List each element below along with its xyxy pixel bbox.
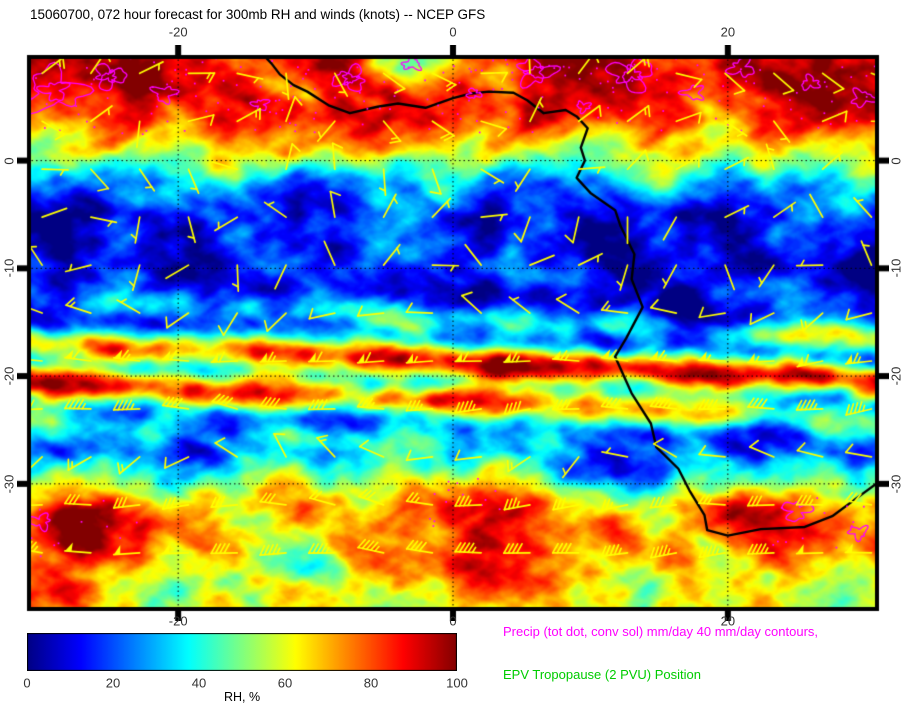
colorbar-tick-label: 20 — [105, 675, 121, 691]
lat-tick-label-right: -10 — [888, 258, 904, 278]
lon-tick-label-top: -20 — [168, 24, 188, 40]
colorbar-tick-label: 100 — [446, 675, 468, 691]
colorbar-tick-label: 40 — [191, 675, 207, 691]
lat-tick-label-right: 0 — [888, 156, 904, 165]
lon-tick-label-top: 0 — [449, 24, 457, 40]
legend-epv: EPV Tropopause (2 PVU) Position — [503, 667, 701, 682]
colorbar-tick-label: 60 — [277, 675, 293, 691]
lat-tick-label-right: -20 — [888, 366, 904, 386]
lat-tick-label-left: -10 — [1, 258, 17, 278]
lat-tick-label-right: -30 — [888, 474, 904, 494]
lat-tick-label-left: -20 — [1, 366, 17, 386]
map-canvas — [17, 45, 889, 621]
chart-title: 15060700, 072 hour forecast for 300mb RH… — [30, 7, 486, 22]
colorbar-tick-label: 80 — [363, 675, 379, 691]
lat-tick-label-left: 0 — [1, 156, 17, 165]
lat-tick-label-left: -30 — [1, 474, 17, 494]
lon-tick-label-bottom: -20 — [168, 613, 188, 629]
lon-tick-label-top: 20 — [720, 24, 736, 40]
lon-tick-label-bottom: 20 — [720, 613, 736, 629]
lon-tick-label-bottom: 0 — [449, 613, 457, 629]
colorbar-tick-label: 0 — [23, 675, 31, 691]
colorbar-label: RH, % — [223, 690, 261, 704]
legend-precip: Precip (tot dot, conv sol) mm/day 40 mm/… — [503, 624, 819, 639]
colorbar — [27, 633, 457, 671]
